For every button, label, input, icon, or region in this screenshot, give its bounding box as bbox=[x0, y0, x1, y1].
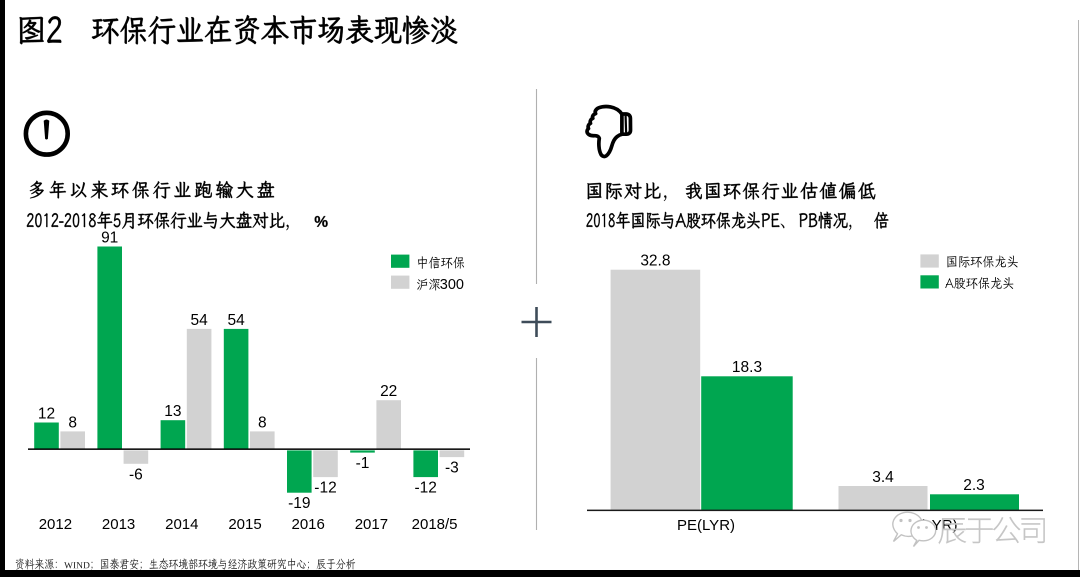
svg-text:-12: -12 bbox=[314, 480, 336, 497]
svg-text:2013: 2013 bbox=[102, 516, 135, 533]
svg-text:-12: -12 bbox=[414, 480, 436, 497]
svg-text:13: 13 bbox=[164, 403, 181, 420]
svg-text:-6: -6 bbox=[129, 466, 143, 483]
svg-text:2016: 2016 bbox=[292, 516, 325, 533]
svg-text:8: 8 bbox=[258, 414, 267, 431]
svg-text:8: 8 bbox=[68, 414, 77, 431]
svg-text:-1: -1 bbox=[356, 455, 370, 472]
svg-text:91: 91 bbox=[101, 230, 118, 247]
svg-text:PE(LYR): PE(LYR) bbox=[677, 517, 735, 534]
svg-text:-19: -19 bbox=[288, 495, 310, 512]
svg-text:-3: -3 bbox=[445, 460, 459, 477]
svg-text:300: 300 bbox=[440, 277, 464, 293]
svg-text:54: 54 bbox=[227, 312, 245, 329]
svg-text:12: 12 bbox=[38, 406, 55, 423]
svg-text:22: 22 bbox=[380, 383, 397, 400]
svg-text:2.3: 2.3 bbox=[963, 477, 985, 494]
svg-text:18.3: 18.3 bbox=[732, 359, 762, 376]
svg-text:3.4: 3.4 bbox=[872, 469, 894, 486]
svg-text:32.8: 32.8 bbox=[640, 253, 670, 270]
svg-text:2012: 2012 bbox=[39, 516, 72, 533]
svg-text:2018/5: 2018/5 bbox=[412, 516, 458, 533]
svg-text:54: 54 bbox=[190, 312, 208, 329]
svg-text:2015: 2015 bbox=[228, 516, 261, 533]
svg-text:2017: 2017 bbox=[355, 516, 388, 533]
svg-text:2014: 2014 bbox=[165, 516, 198, 533]
